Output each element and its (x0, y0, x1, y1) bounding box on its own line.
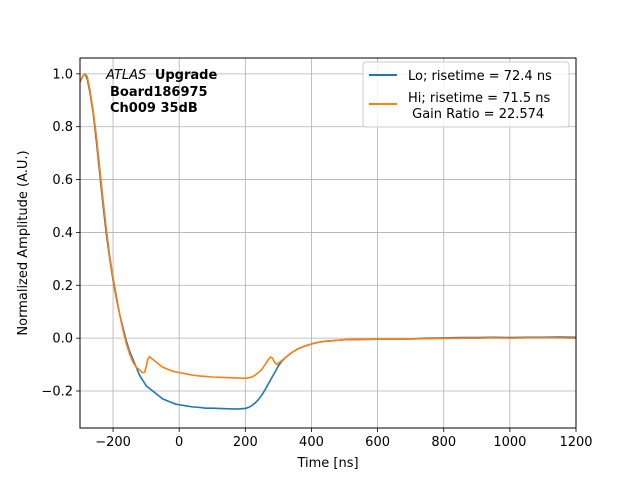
y-tick-label: 0.4 (52, 226, 73, 241)
y-axis-label: Normalized Amplitude (A.U.) (16, 150, 31, 335)
x-tick-label: 1000 (493, 435, 526, 450)
x-tick-label: 800 (431, 435, 456, 450)
annotation-line-1: ATLAS Upgrade (105, 68, 217, 83)
legend-label-lo: Lo; risetime = 72.4 ns (408, 69, 552, 84)
plot-frame (79, 57, 577, 429)
series-layer (80, 73, 576, 410)
y-tick-label: 0.2 (52, 279, 73, 294)
annotation-atlas: ATLAS (105, 68, 146, 83)
y-tick-label: −0.2 (41, 385, 73, 400)
x-tick-label: 600 (365, 435, 390, 450)
annotation-upgrade: Upgrade (155, 68, 218, 83)
x-tick-label: 400 (299, 435, 324, 450)
y-tick-label: 0.8 (52, 120, 73, 135)
x-tick-label: 1200 (559, 435, 592, 450)
annotation-channel: Ch009 35dB (110, 101, 198, 116)
series-line-hi (80, 73, 576, 380)
y-tick-label: 0.0 (52, 332, 73, 347)
x-tick-label: −200 (95, 435, 131, 450)
y-tick-label: 1.0 (52, 67, 73, 82)
legend-label-hi: Hi; risetime = 71.5 ns (408, 91, 550, 106)
legend: Lo; risetime = 72.4 ns Hi; risetime = 71… (362, 61, 570, 128)
x-axis-label: Time [ns] (296, 456, 358, 471)
x-tick-label: 0 (175, 435, 183, 450)
legend-label-hi-gain: Gain Ratio = 22.574 (408, 107, 544, 122)
ticks: −200 0 200 400 600 800 1000 1200 −0.2 0.0 0.2 0.4 0.… (41, 67, 592, 450)
annotation-board: Board186975 (110, 85, 208, 100)
x-tick-label: 200 (233, 435, 258, 450)
legend-box (362, 61, 570, 128)
atlas-annotation: ATLAS Upgrade Board186975 Ch009 35dB (105, 68, 217, 116)
y-tick-label: 0.6 (52, 173, 73, 188)
